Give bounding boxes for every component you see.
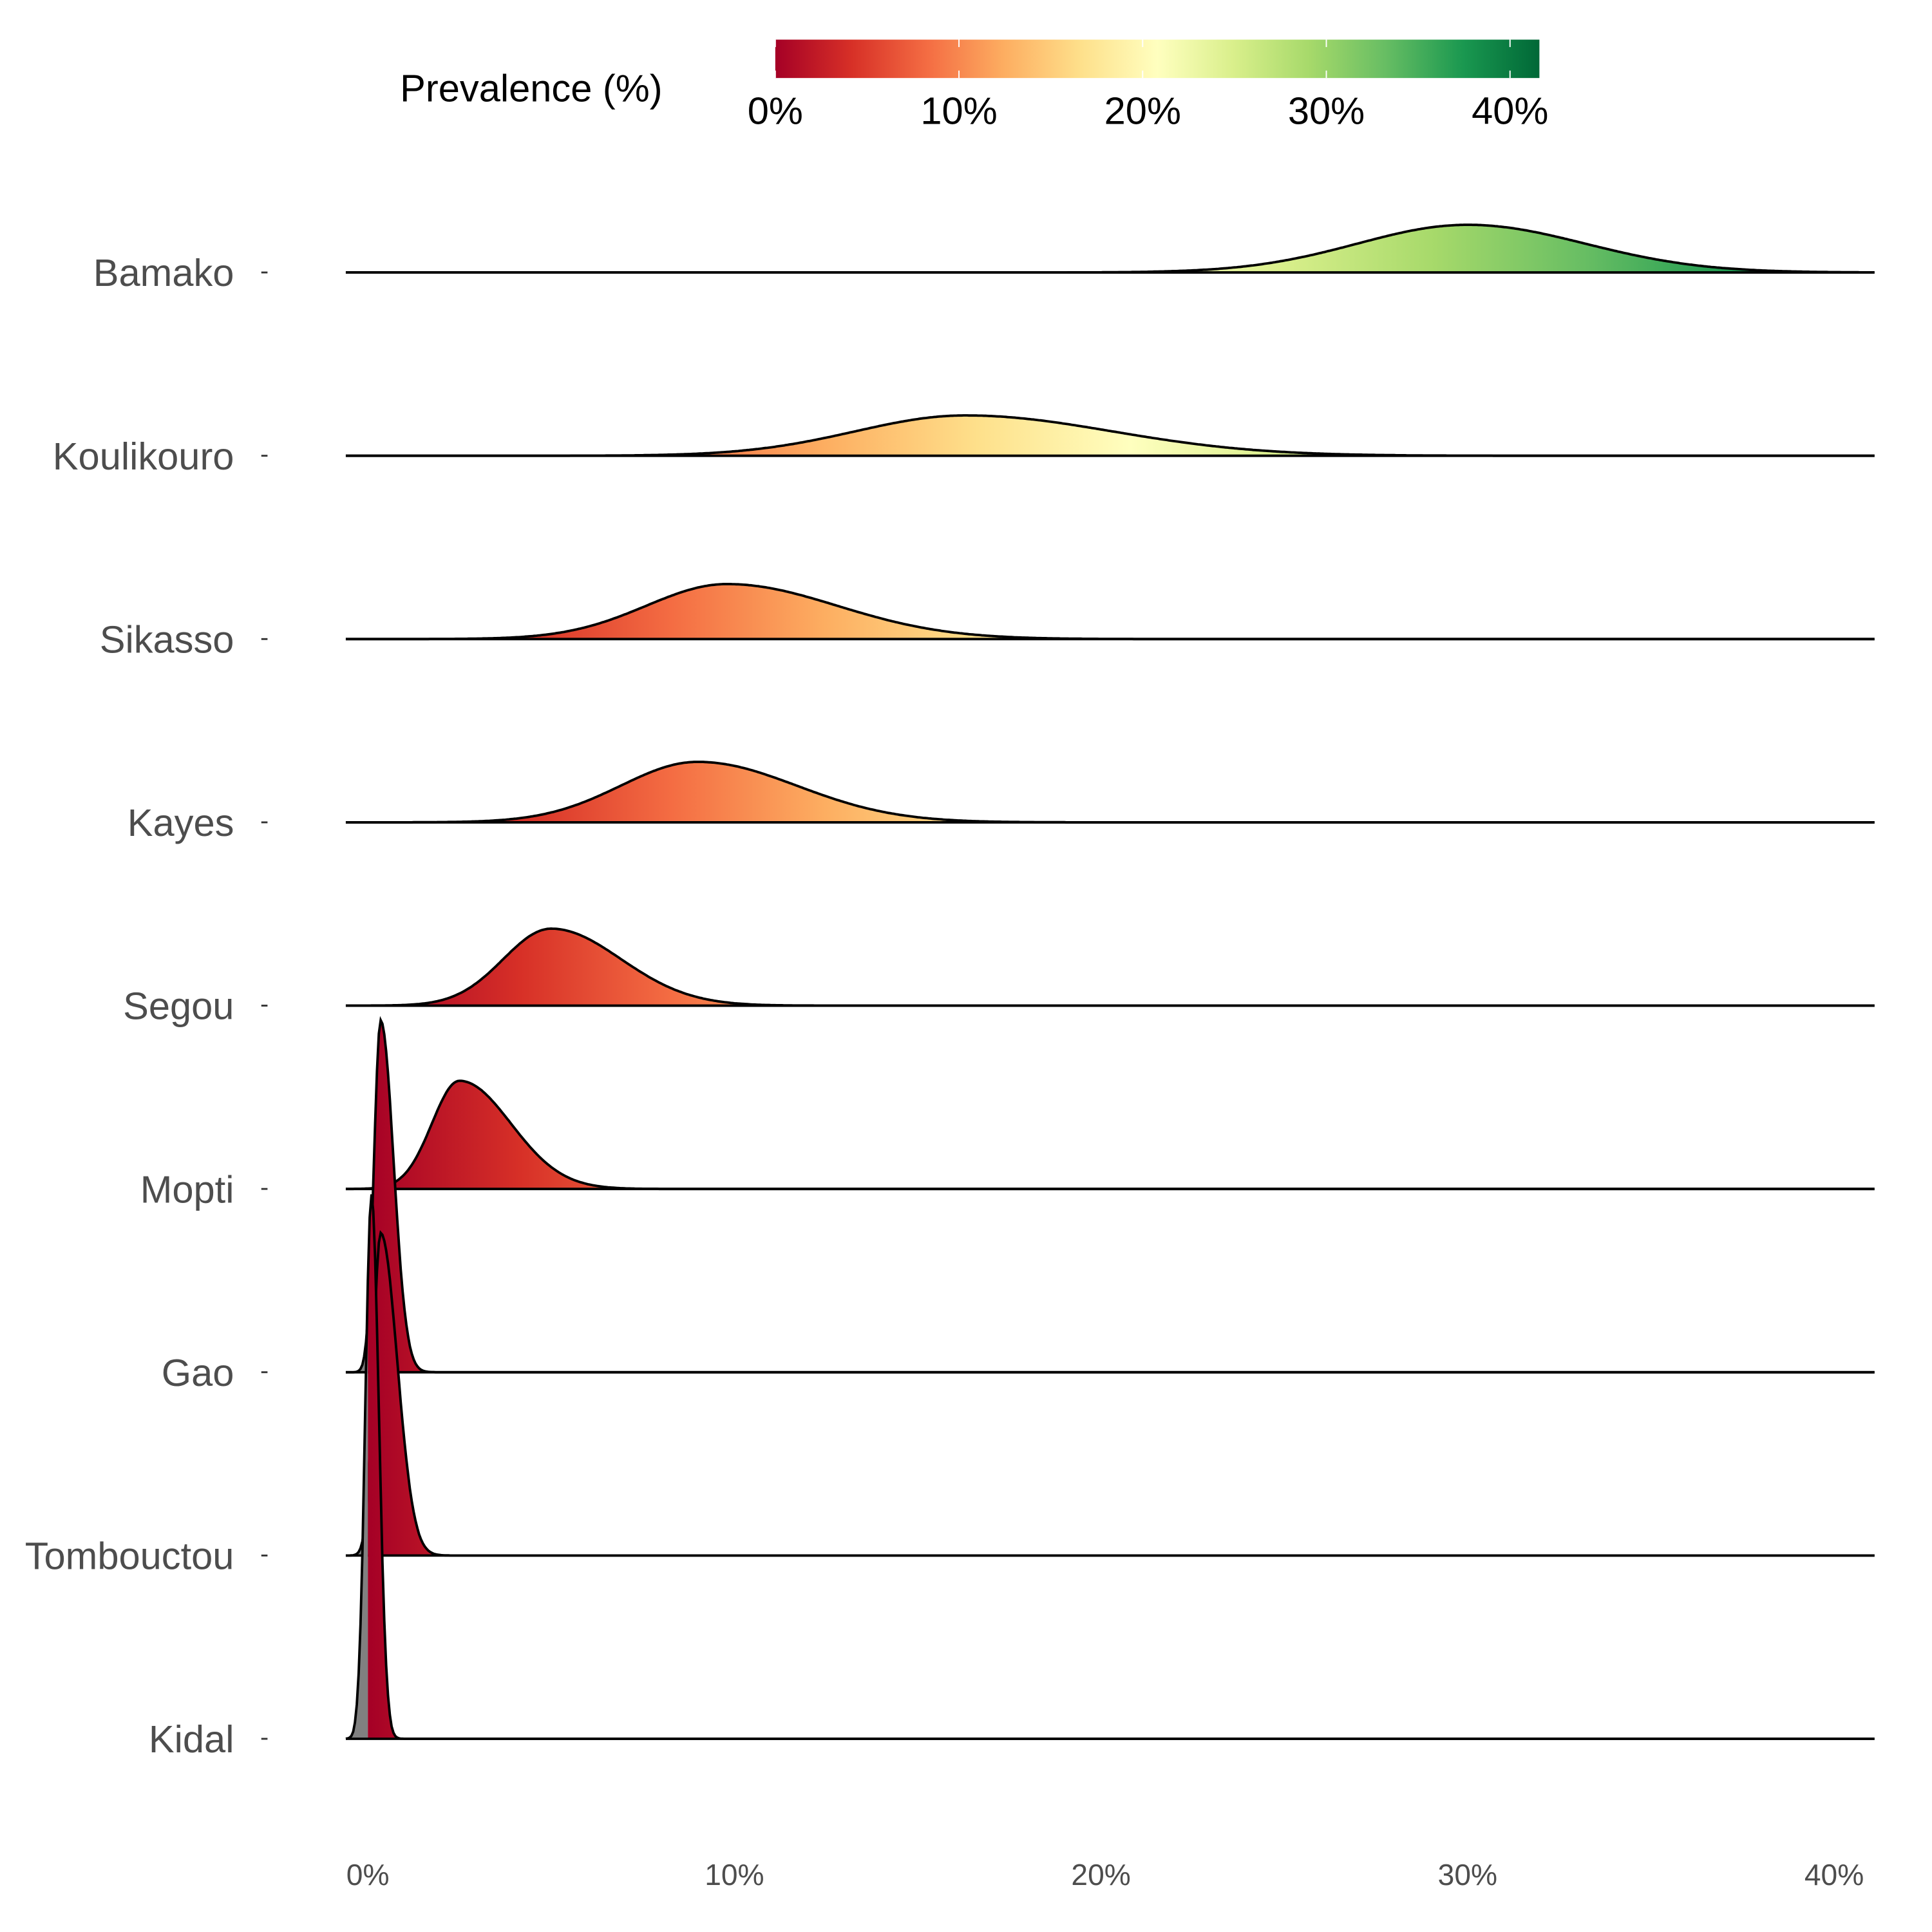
ridge-area (368, 1020, 1875, 1372)
legend-tick-label: 40% (1472, 89, 1548, 132)
legend-tick-label: 0% (748, 89, 803, 132)
legend-tick-label: 10% (920, 89, 997, 132)
ridge-area (368, 1081, 1875, 1189)
ridge-area (368, 1233, 1875, 1556)
x-tick-label: 10% (705, 1858, 764, 1891)
x-tick-label: 0% (346, 1858, 390, 1891)
ridge-koulikouro (345, 414, 1875, 457)
y-tick-label: Mopti (140, 1168, 234, 1211)
y-tick-label: Sikasso (100, 618, 234, 661)
ridge-line (345, 1194, 1875, 1740)
ridge-tombouctou (345, 1230, 1875, 1557)
ridge-area (368, 1194, 1875, 1739)
y-axis: Bamako Koulikouro Sikasso Kayes Segou Mopti Ga… (25, 251, 268, 1761)
y-tick-label: Kidal (149, 1718, 234, 1761)
ridge-area (368, 583, 1875, 639)
legend-tick-label: 30% (1288, 89, 1365, 132)
legend: Prevalence (%) 0% 10% 20% 30% 40% (400, 39, 1548, 132)
ridge-line (345, 1230, 1875, 1557)
ridge-area-below-zero (345, 1486, 368, 1556)
x-tick-label: 30% (1438, 1858, 1497, 1891)
ridge-area-below-zero (345, 1281, 368, 1739)
y-tick-label: Bamako (93, 251, 234, 294)
ridge-area (368, 415, 1875, 456)
ridge-sikasso (345, 583, 1875, 641)
legend-title: Prevalence (%) (400, 67, 663, 110)
y-tick-label: Kayes (128, 801, 234, 844)
ridge-mopti (345, 1079, 1875, 1191)
ridge-area (368, 928, 1875, 1006)
ridge-segou (345, 927, 1875, 1007)
y-tick-label: Koulikouro (53, 435, 234, 478)
x-axis: 0% 10% 20% 30% 40% (346, 1858, 1864, 1891)
y-tick-label: Gao (162, 1351, 234, 1394)
ridge-area (368, 762, 1875, 822)
ridge-kayes (345, 761, 1875, 824)
ridges (345, 223, 1875, 1740)
y-tick-label: Segou (123, 985, 234, 1028)
y-tick-label: Tombouctou (25, 1535, 234, 1578)
ridge-line (345, 1079, 1875, 1191)
ridge-kidal (345, 1194, 1875, 1740)
ridge-bamako (345, 223, 1875, 274)
ridge-line (345, 583, 1875, 641)
ridge-area-below-zero (345, 1319, 368, 1372)
x-tick-label: 40% (1804, 1858, 1864, 1891)
legend-colorbar (775, 39, 1540, 79)
ridge-area (368, 225, 1875, 273)
ridge-area-below-zero (345, 1188, 368, 1189)
x-tick-label: 20% (1071, 1858, 1130, 1891)
ridge-line (345, 1016, 1875, 1374)
ridge-gao (345, 1016, 1875, 1374)
legend-tick-label: 20% (1104, 89, 1181, 132)
